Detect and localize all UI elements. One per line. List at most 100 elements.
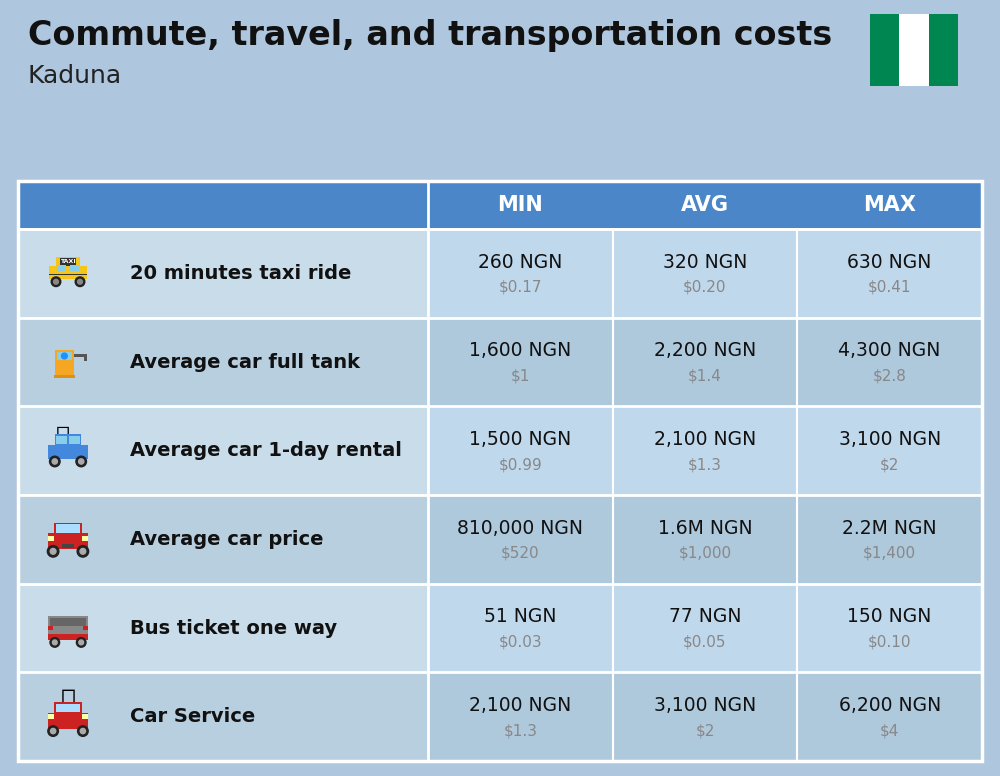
Text: TAXI: TAXI: [60, 259, 76, 265]
Bar: [51, 618, 58, 625]
Bar: [57, 265, 66, 272]
Bar: [56, 704, 80, 712]
Text: 3,100 NGN: 3,100 NGN: [839, 430, 941, 449]
Bar: [428, 229, 982, 317]
Text: Average car 1-day rental: Average car 1-day rental: [130, 442, 402, 460]
Text: $1,400: $1,400: [863, 546, 916, 561]
Bar: [18, 407, 428, 495]
Circle shape: [50, 456, 60, 466]
Text: 1,500 NGN: 1,500 NGN: [469, 430, 571, 449]
Circle shape: [76, 638, 86, 647]
Bar: [54, 702, 82, 713]
Text: 1,600 NGN: 1,600 NGN: [469, 341, 571, 361]
Bar: [18, 672, 428, 761]
Text: $0.99: $0.99: [498, 457, 542, 472]
Circle shape: [52, 640, 57, 645]
Bar: [83, 625, 88, 630]
Bar: [428, 672, 982, 761]
Circle shape: [62, 353, 67, 359]
Circle shape: [77, 546, 89, 557]
Text: $4: $4: [880, 723, 899, 738]
Bar: [18, 181, 982, 229]
Bar: [82, 714, 88, 719]
Text: $2: $2: [695, 723, 715, 738]
Text: 320 NGN: 320 NGN: [663, 253, 747, 272]
Bar: [18, 317, 428, 407]
Bar: [428, 495, 982, 584]
Text: AVG: AVG: [681, 195, 729, 215]
Text: 20 minutes taxi ride: 20 minutes taxi ride: [130, 264, 351, 282]
Text: MAX: MAX: [863, 195, 916, 215]
Bar: [70, 265, 79, 272]
Text: 51 NGN: 51 NGN: [484, 608, 557, 626]
Bar: [55, 434, 81, 445]
Bar: [74, 355, 86, 357]
Text: $0.41: $0.41: [868, 280, 911, 295]
Text: $1,000: $1,000: [678, 546, 732, 561]
Bar: [428, 407, 982, 495]
Circle shape: [47, 546, 59, 557]
Bar: [84, 354, 87, 361]
Text: 2,100 NGN: 2,100 NGN: [469, 696, 571, 715]
Text: 2,200 NGN: 2,200 NGN: [654, 341, 756, 361]
Bar: [870, 14, 899, 86]
Text: $1.4: $1.4: [688, 369, 722, 383]
Circle shape: [50, 549, 56, 554]
Text: $1: $1: [511, 369, 530, 383]
Bar: [55, 350, 74, 376]
Text: MIN: MIN: [497, 195, 543, 215]
Text: 3,100 NGN: 3,100 NGN: [654, 696, 756, 715]
Circle shape: [79, 640, 84, 645]
Bar: [49, 266, 87, 279]
Bar: [428, 317, 982, 407]
Text: $0.17: $0.17: [499, 280, 542, 295]
Bar: [50, 618, 86, 625]
Text: 🔑: 🔑: [56, 424, 70, 448]
Text: Average car price: Average car price: [130, 530, 324, 549]
Bar: [18, 495, 428, 584]
Text: $2.8: $2.8: [873, 369, 907, 383]
Text: 77 NGN: 77 NGN: [669, 608, 741, 626]
Text: $520: $520: [501, 546, 540, 561]
Circle shape: [80, 729, 86, 733]
Circle shape: [54, 279, 58, 284]
Bar: [48, 713, 88, 729]
Bar: [428, 584, 982, 672]
Bar: [18, 181, 982, 761]
Bar: [56, 257, 80, 266]
Bar: [69, 436, 80, 444]
Text: $0.10: $0.10: [868, 635, 911, 650]
Circle shape: [78, 279, 82, 284]
Text: $1.3: $1.3: [503, 723, 537, 738]
Bar: [48, 635, 88, 640]
Text: 810,000 NGN: 810,000 NGN: [457, 519, 583, 538]
Circle shape: [75, 277, 85, 286]
Bar: [48, 535, 54, 541]
Text: $1.3: $1.3: [688, 457, 722, 472]
Bar: [62, 544, 74, 549]
Bar: [82, 535, 88, 541]
Bar: [60, 618, 66, 625]
Bar: [48, 533, 88, 549]
Text: $2: $2: [880, 457, 899, 472]
Text: Average car full tank: Average car full tank: [130, 352, 360, 372]
Text: 4,300 NGN: 4,300 NGN: [838, 341, 941, 361]
Circle shape: [79, 459, 84, 464]
Bar: [76, 618, 83, 625]
Circle shape: [80, 549, 86, 554]
Text: $0.05: $0.05: [683, 635, 727, 650]
Circle shape: [76, 456, 86, 466]
Bar: [48, 445, 88, 459]
Text: Car Service: Car Service: [130, 707, 255, 726]
Bar: [49, 274, 87, 275]
Text: 1.6M NGN: 1.6M NGN: [658, 519, 752, 538]
Text: $0.20: $0.20: [683, 280, 727, 295]
Bar: [54, 375, 75, 378]
Bar: [48, 616, 88, 640]
Bar: [48, 714, 54, 719]
Text: 2.2M NGN: 2.2M NGN: [842, 519, 937, 538]
Bar: [56, 436, 67, 444]
Text: 🔧: 🔧: [60, 688, 76, 712]
Text: 6,200 NGN: 6,200 NGN: [839, 696, 941, 715]
Circle shape: [52, 459, 57, 464]
